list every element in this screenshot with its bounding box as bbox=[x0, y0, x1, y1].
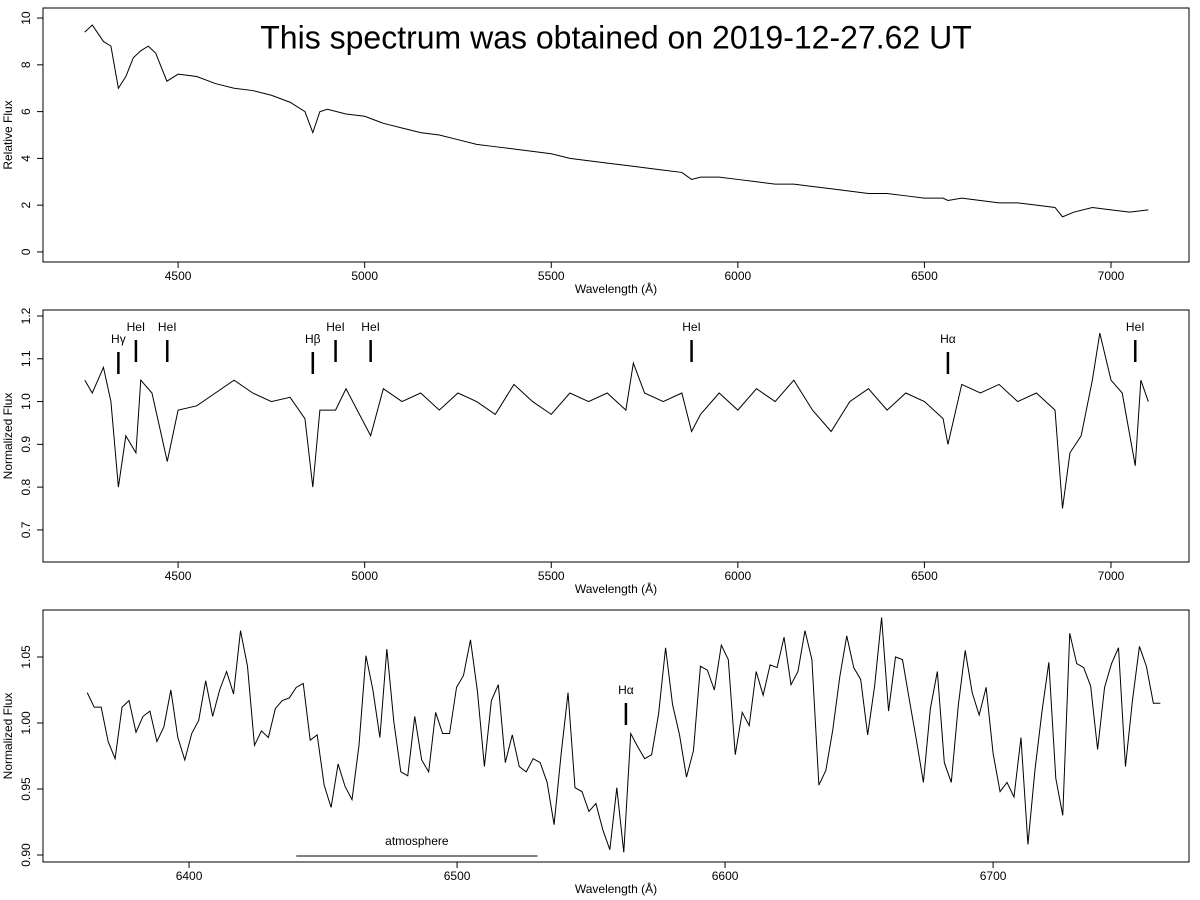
y-tick-label: 2 bbox=[19, 202, 33, 209]
x-tick-label: 7000 bbox=[1098, 269, 1125, 283]
annotation-label: HeI bbox=[158, 320, 177, 334]
spectrum-line bbox=[84, 332, 1149, 509]
x-tick-label: 4500 bbox=[165, 569, 192, 583]
y-tick-label: 1.1 bbox=[19, 350, 33, 367]
spectrum-line bbox=[84, 24, 1149, 218]
y-tick-label: 1.00 bbox=[19, 711, 33, 735]
y-tick-label: 0.7 bbox=[19, 521, 33, 538]
y-axis-label: Normalized Flux bbox=[1, 393, 15, 480]
x-tick-label: 5500 bbox=[538, 269, 565, 283]
annotation-label: HeI bbox=[127, 320, 146, 334]
y-tick-label: 0.9 bbox=[19, 436, 33, 453]
y-tick-label: 6 bbox=[19, 108, 33, 115]
annotation-label: HeI bbox=[326, 320, 345, 334]
y-tick-label: 0.8 bbox=[19, 478, 33, 495]
y-tick-label: 4 bbox=[19, 155, 33, 162]
annotation-label: HeI bbox=[361, 320, 380, 334]
x-tick-label: 7000 bbox=[1098, 569, 1125, 583]
chart-title: This spectrum was obtained on 2019-12-27… bbox=[260, 19, 972, 55]
y-axis-label: Normalized Flux bbox=[1, 693, 15, 780]
annotation-label: Hβ bbox=[305, 332, 321, 346]
x-tick-label: 6700 bbox=[980, 869, 1007, 883]
x-tick-label: 6500 bbox=[911, 569, 938, 583]
x-tick-label: 5000 bbox=[351, 569, 378, 583]
x-tick-label: 4500 bbox=[165, 269, 192, 283]
x-axis-label: Wavelength (Å) bbox=[575, 281, 657, 296]
x-tick-label: 6500 bbox=[911, 269, 938, 283]
y-tick-label: 0.95 bbox=[19, 777, 33, 801]
y-tick-label: 0 bbox=[19, 248, 33, 255]
x-tick-label: 6000 bbox=[724, 269, 751, 283]
y-axis-label: Relative Flux bbox=[1, 100, 15, 169]
x-tick-label: 5500 bbox=[538, 569, 565, 583]
y-tick-label: 0.90 bbox=[19, 843, 33, 867]
plot-frame bbox=[42, 309, 1190, 563]
plot-frame bbox=[42, 7, 1190, 263]
annotation-label: Hγ bbox=[111, 332, 126, 346]
annotation-label: HeI bbox=[1126, 320, 1145, 334]
y-tick-label: 1.05 bbox=[19, 645, 33, 669]
x-tick-label: 6600 bbox=[712, 869, 739, 883]
spectrum-line bbox=[86, 617, 1161, 853]
annotation-label: Hα bbox=[940, 332, 956, 346]
y-tick-label: 1.0 bbox=[19, 393, 33, 410]
annotation-label: Hα bbox=[618, 683, 634, 697]
x-axis-label: Wavelength (Å) bbox=[575, 581, 657, 596]
y-tick-label: 8 bbox=[19, 61, 33, 68]
annotation-label: atmosphere bbox=[385, 834, 449, 848]
y-tick-label: 1.2 bbox=[19, 307, 33, 324]
x-axis-label: Wavelength (Å) bbox=[575, 881, 657, 896]
x-tick-label: 6400 bbox=[176, 869, 203, 883]
x-tick-label: 5000 bbox=[351, 269, 378, 283]
x-tick-label: 6500 bbox=[444, 869, 471, 883]
plot-frame bbox=[42, 609, 1190, 863]
y-tick-label: 10 bbox=[19, 11, 33, 25]
annotation-label: HeI bbox=[682, 320, 701, 334]
x-tick-label: 6000 bbox=[724, 569, 751, 583]
